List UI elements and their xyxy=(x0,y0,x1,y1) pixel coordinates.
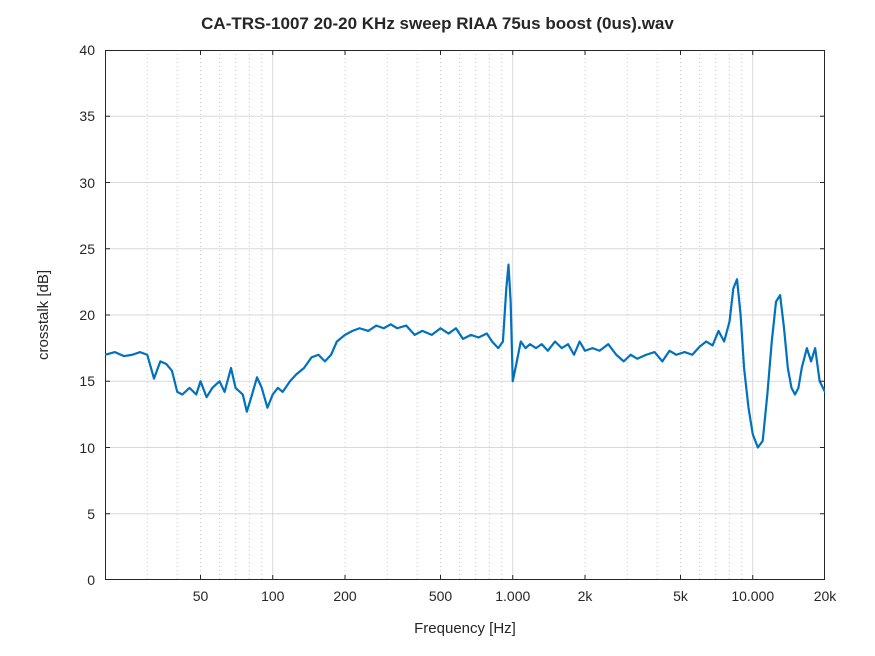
chart-title: CA-TRS-1007 20-20 KHz sweep RIAA 75us bo… xyxy=(0,14,875,34)
x-tick-label: 10.000 xyxy=(731,588,774,604)
x-tick-label: 5k xyxy=(673,588,688,604)
chart-container: CA-TRS-1007 20-20 KHz sweep RIAA 75us bo… xyxy=(0,0,875,656)
x-tick-label: 200 xyxy=(333,588,356,604)
plot-svg xyxy=(105,50,825,580)
plot-area xyxy=(105,50,825,580)
y-tick-label: 0 xyxy=(87,572,95,588)
y-tick-label: 5 xyxy=(87,506,95,522)
y-tick-label: 20 xyxy=(79,307,95,323)
x-tick-label: 100 xyxy=(261,588,284,604)
x-tick-label: 50 xyxy=(193,588,209,604)
y-tick-label: 35 xyxy=(79,108,95,124)
y-tick-label: 15 xyxy=(79,373,95,389)
y-tick-label: 40 xyxy=(79,42,95,58)
x-tick-label: 500 xyxy=(429,588,452,604)
x-tick-label: 20k xyxy=(814,588,837,604)
x-tick-label: 2k xyxy=(578,588,593,604)
x-axis-label: Frequency [Hz] xyxy=(105,620,825,637)
x-tick-label: 1.000 xyxy=(495,588,530,604)
y-tick-label: 10 xyxy=(79,440,95,456)
y-tick-label: 30 xyxy=(79,175,95,191)
y-axis-label: crosstalk [dB] xyxy=(35,270,52,360)
y-tick-label: 25 xyxy=(79,241,95,257)
